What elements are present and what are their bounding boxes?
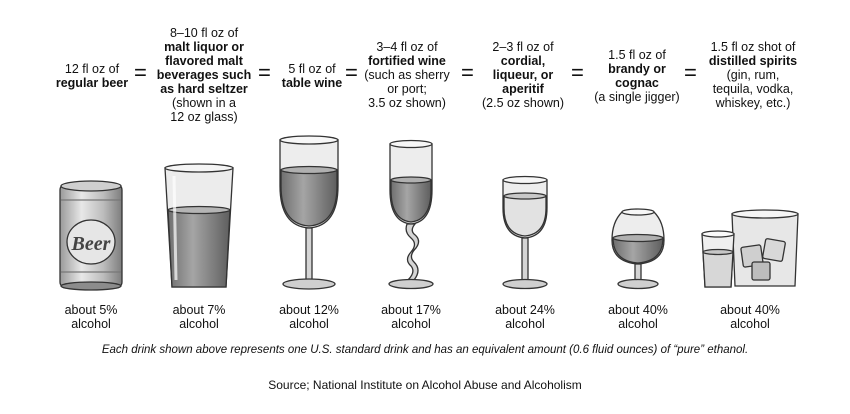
malt-name-3: beverages such — [156, 68, 252, 82]
spirits-note-2: tequila, vodka, — [712, 82, 794, 96]
spirits-amount: 1.5 fl oz shot of — [710, 40, 796, 54]
pct-brandy-value: about 40% — [608, 303, 668, 317]
pct-fortified-value: about 17% — [381, 303, 441, 317]
pct-malt-value: about 7% — [172, 303, 226, 317]
spirits-name: distilled spirits — [708, 54, 798, 68]
fortified-note-1: (such as sherry — [364, 68, 450, 82]
brandy-snifter-icon — [611, 208, 665, 290]
pct-wine-value: about 12% — [279, 303, 339, 317]
cordial-name-2: liqueur, or — [492, 68, 554, 82]
pct-malt-unit: alcohol — [179, 317, 219, 331]
wine-glass-icon — [279, 135, 339, 290]
cordial-amount: 2–3 fl oz of — [492, 40, 554, 54]
pct-spirits-unit: alcohol — [730, 317, 770, 331]
label-distilled-spirits: 1.5 fl oz shot of distilled spirits (gin… — [696, 40, 810, 110]
pct-fortified-unit: alcohol — [391, 317, 431, 331]
brandy-note: (a single jigger) — [594, 90, 680, 104]
beer-can-text: Beer — [71, 233, 111, 255]
brandy-amount: 1.5 fl oz of — [608, 48, 666, 62]
malt-note-1: (shown in a — [172, 96, 236, 110]
pct-spirits: about 40% alcohol — [690, 303, 810, 331]
wine-name: table wine — [281, 76, 343, 90]
cordial-glass-icon — [502, 175, 548, 290]
equals-sign-2: = — [258, 60, 271, 85]
fortified-wine-glass-icon — [388, 139, 434, 290]
malt-name-2: flavored malt — [165, 54, 243, 68]
fortified-amount: 3–4 fl oz of — [376, 40, 438, 54]
label-malt-liquor: 8–10 fl oz of malt liquor or flavored ma… — [148, 26, 260, 124]
pct-beer-unit: alcohol — [71, 317, 111, 331]
footnote: Each drink shown above represents one U.… — [101, 344, 749, 356]
equals-sign-6: = — [684, 60, 697, 85]
label-fortified-wine: 3–4 fl oz of fortified wine (such as she… — [354, 40, 460, 110]
fortified-note-3: 3.5 oz shown) — [368, 96, 446, 110]
shot-glass-icon — [701, 230, 735, 288]
pct-brandy: about 40% alcohol — [578, 303, 698, 331]
fortified-name: fortified wine — [368, 54, 446, 68]
beer-name: regular beer — [55, 76, 129, 90]
label-table-wine: 5 fl oz of table wine — [272, 62, 352, 90]
wine-amount: 5 fl oz of — [288, 62, 336, 76]
pct-wine-unit: alcohol — [289, 317, 329, 331]
malt-glass-icon — [164, 163, 234, 288]
brandy-name-2: cognac — [615, 76, 659, 90]
brandy-name-1: brandy or — [608, 62, 666, 76]
fortified-note-2: or port; — [387, 82, 427, 96]
drink-illustrations: Beer — [59, 135, 799, 291]
spirits-note-1: (gin, rum, — [726, 68, 780, 82]
pct-fortified: about 17% alcohol — [351, 303, 471, 331]
pct-cordial-value: about 24% — [495, 303, 555, 317]
beer-can-icon: Beer — [59, 180, 123, 291]
equals-sign-3: = — [345, 60, 358, 85]
pct-wine: about 12% alcohol — [249, 303, 369, 331]
malt-amount: 8–10 fl oz of — [169, 26, 239, 40]
pct-spirits-value: about 40% — [720, 303, 780, 317]
pct-brandy-unit: alcohol — [618, 317, 658, 331]
rocks-glass-icon — [731, 209, 799, 287]
pct-beer: about 5% alcohol — [31, 303, 151, 331]
pct-beer-value: about 5% — [64, 303, 118, 317]
pct-cordial-unit: alcohol — [505, 317, 545, 331]
malt-name-1: malt liquor or — [164, 40, 244, 54]
equals-sign-1: = — [134, 60, 147, 85]
label-brandy: 1.5 fl oz of brandy or cognac (a single … — [583, 48, 691, 104]
spirits-note-3: whiskey, etc.) — [715, 96, 791, 110]
malt-name-4: as hard seltzer — [160, 82, 248, 96]
source-credit: Source; National Institute on Alcohol Ab… — [268, 378, 582, 392]
beer-amount: 12 fl oz of — [64, 62, 120, 76]
pct-cordial: about 24% alcohol — [465, 303, 585, 331]
pct-malt: about 7% alcohol — [139, 303, 259, 331]
equals-sign-5: = — [571, 60, 584, 85]
malt-note-2: 12 oz glass) — [170, 110, 238, 124]
cordial-name-1: cordial, — [500, 54, 546, 68]
label-beer: 12 fl oz of regular beer — [42, 62, 142, 90]
cordial-name-3: aperitif — [502, 82, 544, 96]
equals-sign-4: = — [461, 60, 474, 85]
label-cordial: 2–3 fl oz of cordial, liqueur, or aperit… — [474, 40, 572, 110]
cordial-note: (2.5 oz shown) — [482, 96, 564, 110]
